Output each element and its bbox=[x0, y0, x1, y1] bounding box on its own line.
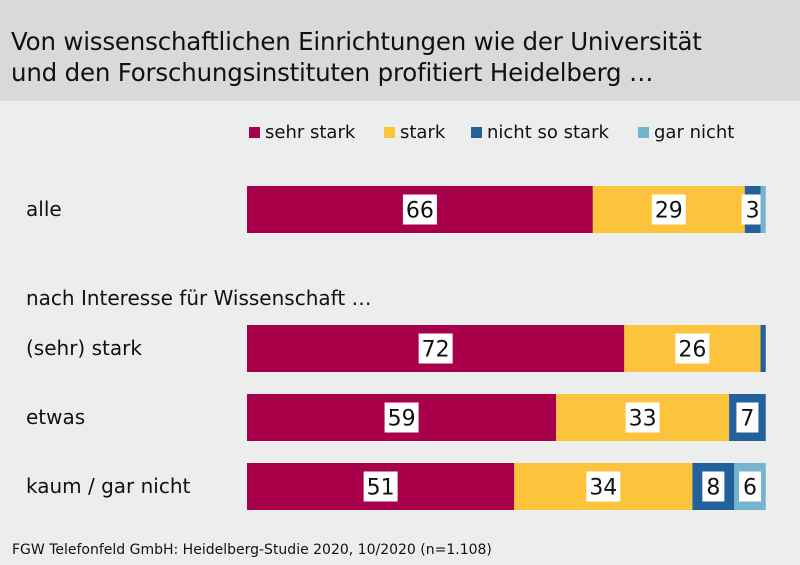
legend-swatch bbox=[249, 127, 260, 138]
legend-label: nicht so stark bbox=[487, 122, 609, 143]
bar-row: 59 33 7 bbox=[247, 394, 766, 441]
legend-label: sehr stark bbox=[265, 122, 356, 143]
legend-label: stark bbox=[400, 122, 446, 143]
data-label: 51 bbox=[367, 476, 395, 501]
data-label-background bbox=[702, 471, 725, 502]
data-label: 66 bbox=[406, 199, 434, 224]
title-band: Von wissenschaftlichen Einrichtungen wie… bbox=[0, 0, 800, 101]
bar-row: 66 29 3 bbox=[247, 186, 766, 233]
data-label: 29 bbox=[655, 199, 683, 224]
data-label-background bbox=[418, 333, 453, 364]
bar-segment bbox=[760, 325, 766, 372]
data-label-background bbox=[586, 471, 621, 502]
legend-item-nicht-so-stark: nicht so stark bbox=[471, 122, 609, 143]
data-label-background bbox=[736, 402, 759, 433]
data-label-background bbox=[625, 402, 660, 433]
data-label-background bbox=[384, 402, 419, 433]
data-label-background bbox=[402, 194, 437, 225]
chart-title-line-2: und den Forschungsinstituten profitiert … bbox=[11, 58, 654, 87]
bar-row: 51 34 8 6 bbox=[247, 463, 766, 510]
data-label: 26 bbox=[678, 338, 706, 363]
section-label: nach Interesse für Wissenschaft … bbox=[26, 286, 372, 310]
data-label-background bbox=[675, 333, 710, 364]
legend-item-gar-nicht: gar nicht bbox=[638, 122, 734, 143]
data-label: 6 bbox=[743, 476, 757, 501]
bar-segment bbox=[760, 186, 766, 233]
data-label-background bbox=[739, 471, 762, 502]
legend: sehr stark stark nicht so stark gar nich… bbox=[0, 122, 800, 144]
legend-swatch bbox=[638, 127, 649, 138]
category-label: kaum / gar nicht bbox=[26, 474, 191, 498]
data-label: 34 bbox=[589, 476, 617, 501]
data-label: 33 bbox=[629, 407, 657, 432]
category-label: etwas bbox=[26, 405, 86, 429]
source-footer: FGW Telefonfeld GmbH: Heidelberg-Studie … bbox=[12, 542, 492, 558]
data-label-background bbox=[651, 194, 686, 225]
data-label: 3 bbox=[746, 199, 760, 224]
legend-item-stark: stark bbox=[384, 122, 445, 143]
data-label: 8 bbox=[706, 476, 720, 501]
legend-swatch bbox=[471, 127, 482, 138]
legend-label: gar nicht bbox=[654, 122, 735, 143]
category-label: (sehr) stark bbox=[26, 336, 142, 360]
data-label: 59 bbox=[388, 407, 416, 432]
data-label: 72 bbox=[422, 338, 450, 363]
category-label: alle bbox=[26, 197, 62, 221]
data-label-background bbox=[741, 194, 764, 225]
chart-title-line-1: Von wissenschaftlichen Einrichtungen wie… bbox=[11, 27, 702, 56]
data-label-background bbox=[363, 471, 398, 502]
data-label: 7 bbox=[740, 407, 754, 432]
legend-swatch bbox=[384, 127, 395, 138]
legend-item-sehr-stark: sehr stark bbox=[249, 122, 355, 143]
bar-row: 72 26 bbox=[247, 325, 766, 372]
